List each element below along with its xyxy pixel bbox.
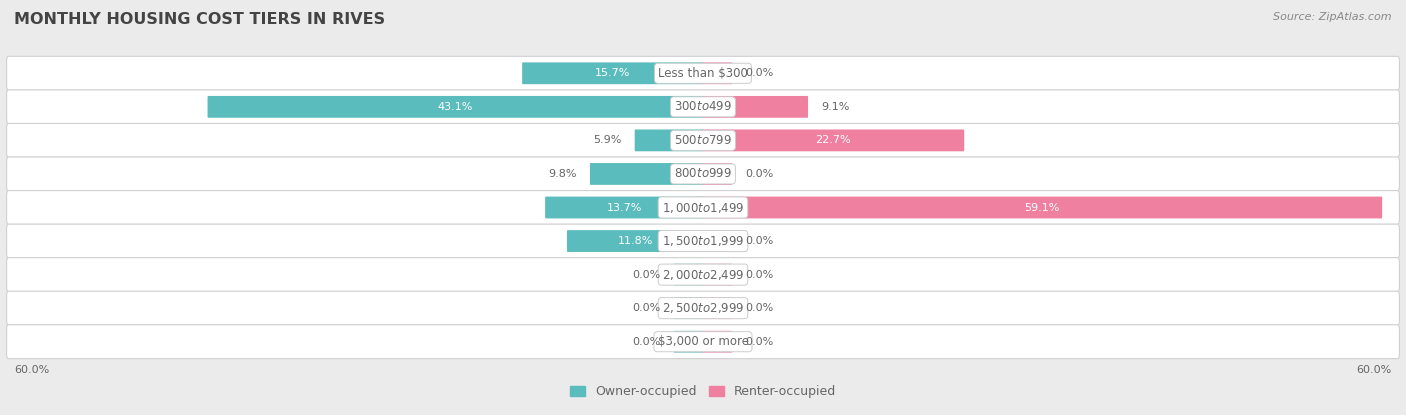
Text: 0.0%: 0.0% <box>745 68 773 78</box>
Text: 9.8%: 9.8% <box>548 169 576 179</box>
FancyBboxPatch shape <box>7 157 1399 191</box>
Text: $2,000 to $2,499: $2,000 to $2,499 <box>662 268 744 282</box>
Text: $3,000 or more: $3,000 or more <box>658 335 748 348</box>
FancyBboxPatch shape <box>522 62 703 84</box>
FancyBboxPatch shape <box>7 291 1399 325</box>
FancyBboxPatch shape <box>703 62 733 84</box>
FancyBboxPatch shape <box>703 163 733 185</box>
Text: 9.1%: 9.1% <box>821 102 849 112</box>
FancyBboxPatch shape <box>7 190 1399 225</box>
Text: 0.0%: 0.0% <box>633 337 661 347</box>
Text: Less than $300: Less than $300 <box>658 67 748 80</box>
FancyBboxPatch shape <box>703 230 733 252</box>
Text: 0.0%: 0.0% <box>745 270 773 280</box>
FancyBboxPatch shape <box>7 325 1399 359</box>
Text: $300 to $499: $300 to $499 <box>673 100 733 113</box>
FancyBboxPatch shape <box>208 96 703 118</box>
Text: $1,000 to $1,499: $1,000 to $1,499 <box>662 200 744 215</box>
Text: 11.8%: 11.8% <box>617 236 652 246</box>
Legend: Owner-occupied, Renter-occupied: Owner-occupied, Renter-occupied <box>565 380 841 403</box>
Text: 0.0%: 0.0% <box>745 337 773 347</box>
Text: 0.0%: 0.0% <box>633 303 661 313</box>
FancyBboxPatch shape <box>567 230 703 252</box>
Text: 43.1%: 43.1% <box>437 102 474 112</box>
Text: 59.1%: 59.1% <box>1025 203 1060 212</box>
FancyBboxPatch shape <box>673 297 703 319</box>
FancyBboxPatch shape <box>7 224 1399 258</box>
FancyBboxPatch shape <box>703 197 1382 218</box>
FancyBboxPatch shape <box>7 123 1399 157</box>
Text: 60.0%: 60.0% <box>14 364 49 374</box>
Text: 60.0%: 60.0% <box>1357 364 1392 374</box>
FancyBboxPatch shape <box>703 331 733 353</box>
Text: $500 to $799: $500 to $799 <box>673 134 733 147</box>
Text: MONTHLY HOUSING COST TIERS IN RIVES: MONTHLY HOUSING COST TIERS IN RIVES <box>14 12 385 27</box>
Text: 0.0%: 0.0% <box>745 169 773 179</box>
Text: $2,500 to $2,999: $2,500 to $2,999 <box>662 301 744 315</box>
FancyBboxPatch shape <box>7 56 1399 90</box>
Text: $1,500 to $1,999: $1,500 to $1,999 <box>662 234 744 248</box>
FancyBboxPatch shape <box>7 90 1399 124</box>
Text: Source: ZipAtlas.com: Source: ZipAtlas.com <box>1274 12 1392 22</box>
Text: 0.0%: 0.0% <box>745 303 773 313</box>
FancyBboxPatch shape <box>703 297 733 319</box>
FancyBboxPatch shape <box>673 264 703 286</box>
FancyBboxPatch shape <box>673 331 703 353</box>
FancyBboxPatch shape <box>703 96 808 118</box>
Text: 15.7%: 15.7% <box>595 68 630 78</box>
FancyBboxPatch shape <box>703 129 965 151</box>
FancyBboxPatch shape <box>703 264 733 286</box>
Text: 13.7%: 13.7% <box>606 203 643 212</box>
FancyBboxPatch shape <box>546 197 703 218</box>
FancyBboxPatch shape <box>591 163 703 185</box>
Text: 22.7%: 22.7% <box>815 135 851 145</box>
Text: $800 to $999: $800 to $999 <box>673 167 733 181</box>
Text: 0.0%: 0.0% <box>745 236 773 246</box>
Text: 0.0%: 0.0% <box>633 270 661 280</box>
FancyBboxPatch shape <box>634 129 703 151</box>
Text: 5.9%: 5.9% <box>593 135 621 145</box>
FancyBboxPatch shape <box>7 258 1399 292</box>
